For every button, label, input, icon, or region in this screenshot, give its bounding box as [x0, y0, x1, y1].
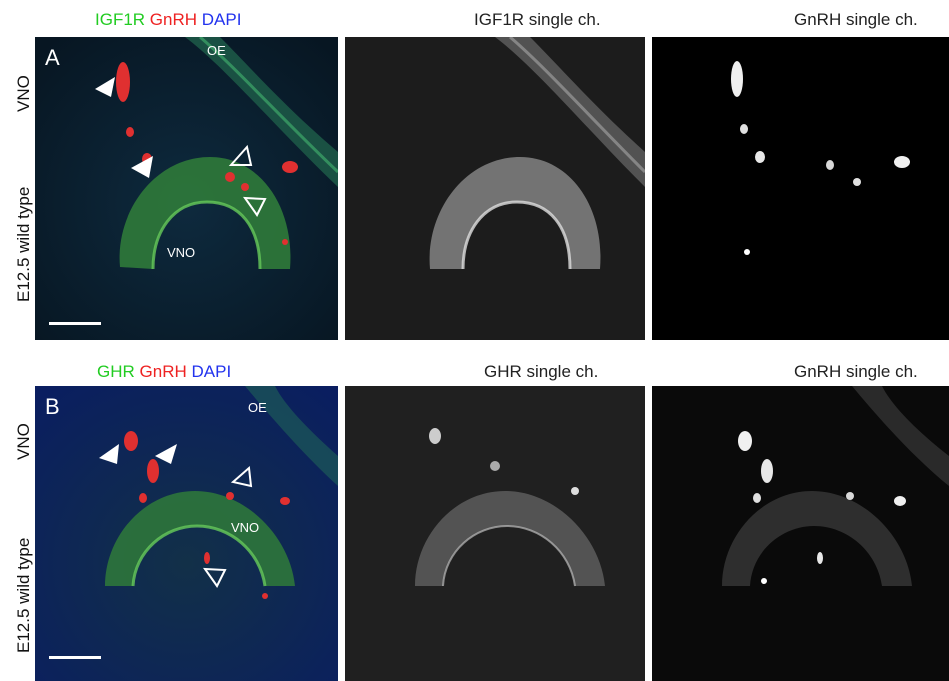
single-channel-title-gnrh-a: GnRH single ch. — [794, 10, 918, 29]
single-channel-image-ghr — [345, 386, 645, 681]
panel-letter-a: A — [45, 45, 60, 70]
scale-bar-b — [49, 656, 101, 659]
merge-title-a: IGF1R GnRH DAPI — [95, 10, 241, 30]
channel-igf1r-label: IGF1R — [95, 10, 146, 29]
side-label-vno-a: VNO — [14, 75, 33, 112]
channel-gnrh-label: GnRH — [149, 10, 198, 29]
single-channel-title-gnrh-b: GnRH single ch. — [794, 362, 918, 381]
panel-letter-b: B — [45, 394, 60, 419]
channel-gnrh-label-b: GnRH — [139, 362, 187, 381]
merge-image-a: A OE VNO — [35, 37, 338, 340]
side-label-vno-b: VNO — [14, 423, 33, 460]
merge-title-b: GHR GnRH DAPI — [97, 362, 231, 382]
scale-bar-a — [49, 322, 101, 325]
annotation-vno-a: VNO — [167, 245, 196, 260]
single-channel-title-ghr: GHR single ch. — [484, 362, 599, 381]
annotation-oe-b: OE — [248, 400, 267, 415]
single-channel-image-igf1r — [345, 37, 645, 340]
side-label-e125-a: E12.5 wild type — [14, 186, 33, 302]
channel-dapi-label: DAPI — [201, 10, 242, 29]
merge-image-b: B OE VNO — [35, 386, 338, 681]
annotation-vno-b: VNO — [231, 520, 260, 535]
single-channel-image-gnrh-b — [652, 386, 949, 681]
annotation-oe-a: OE — [207, 43, 226, 58]
side-label-e125-b: E12.5 wild type — [14, 537, 33, 653]
channel-dapi-label-b: DAPI — [191, 362, 232, 381]
single-channel-title-igf1r: IGF1R single ch. — [474, 10, 601, 29]
single-channel-image-gnrh-a — [652, 37, 949, 340]
channel-ghr-label: GHR — [97, 362, 135, 381]
